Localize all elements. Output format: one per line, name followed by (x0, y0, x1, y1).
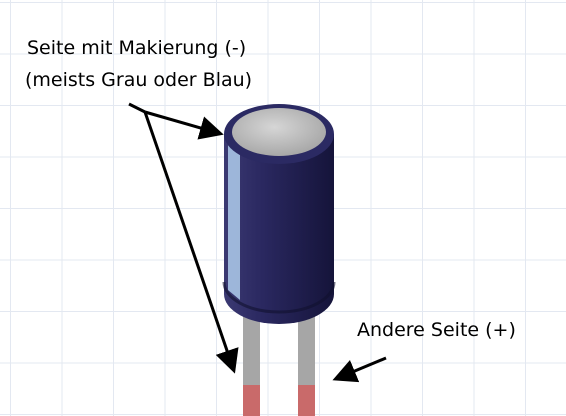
capacitor-body (222, 104, 336, 324)
arrow-to-negative-lead (143, 111, 239, 374)
capacitor-leads (243, 312, 315, 416)
positive-pointer-arrow (332, 356, 387, 383)
negative-side-sublabel: (meists Grau oder Blau) (25, 69, 253, 91)
positive-side-label: Andere Seite (+) (357, 319, 516, 341)
lead-positive-tip (298, 385, 315, 416)
negative-side-label: Seite mit Makierung (-) (27, 37, 247, 59)
arrow-to-stripe (144, 110, 224, 140)
lead-negative-tip (243, 385, 260, 416)
negative-pointer-arrows (128, 102, 239, 374)
negative-stripe (228, 118, 240, 300)
